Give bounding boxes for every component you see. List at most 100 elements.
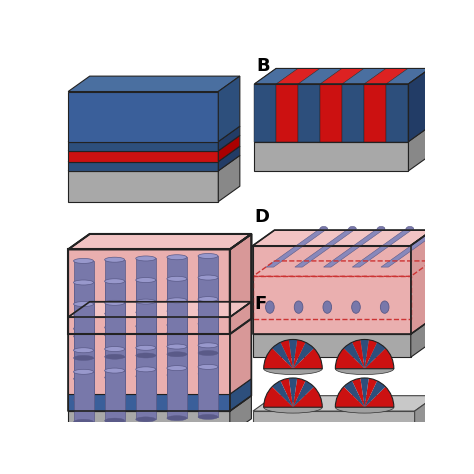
Ellipse shape [105,375,125,380]
Polygon shape [276,68,320,84]
Ellipse shape [294,301,303,313]
Polygon shape [198,346,218,395]
Ellipse shape [105,325,125,330]
Polygon shape [167,325,187,375]
Ellipse shape [352,301,360,313]
Polygon shape [386,84,409,142]
Ellipse shape [167,255,187,260]
Polygon shape [167,257,187,311]
Polygon shape [105,371,125,420]
Ellipse shape [167,276,187,281]
Polygon shape [352,228,414,267]
Ellipse shape [198,414,218,419]
Polygon shape [365,84,386,142]
Polygon shape [167,301,187,354]
Polygon shape [68,396,251,411]
Wedge shape [293,342,314,369]
Ellipse shape [73,348,93,353]
Ellipse shape [73,398,93,403]
Polygon shape [253,396,436,411]
Ellipse shape [136,277,156,283]
Polygon shape [219,76,240,142]
Ellipse shape [198,308,218,312]
Ellipse shape [198,365,218,369]
Wedge shape [264,348,293,369]
Polygon shape [136,280,156,334]
Wedge shape [335,348,365,369]
Wedge shape [365,387,394,407]
Ellipse shape [335,401,394,413]
Ellipse shape [73,280,93,285]
Polygon shape [411,230,432,334]
Polygon shape [255,142,409,171]
Ellipse shape [73,376,93,381]
Ellipse shape [136,395,156,401]
Ellipse shape [73,334,93,339]
Polygon shape [219,126,240,151]
Ellipse shape [198,371,218,376]
Polygon shape [68,249,230,334]
Polygon shape [68,142,219,151]
Polygon shape [73,350,93,401]
Polygon shape [68,319,251,334]
Ellipse shape [264,363,322,374]
Polygon shape [230,234,251,334]
Polygon shape [219,155,240,201]
Polygon shape [343,68,386,84]
Wedge shape [365,381,385,407]
Wedge shape [293,381,314,407]
Polygon shape [198,278,218,331]
Polygon shape [409,68,430,142]
Polygon shape [68,126,240,142]
Polygon shape [253,411,415,474]
Polygon shape [136,258,156,312]
Wedge shape [264,387,293,407]
Wedge shape [272,381,293,407]
Text: D: D [255,209,270,227]
Polygon shape [73,261,93,315]
Wedge shape [365,342,385,369]
Polygon shape [68,302,251,317]
Ellipse shape [198,343,218,348]
Polygon shape [68,146,240,162]
Polygon shape [68,317,230,394]
Polygon shape [68,91,219,142]
Ellipse shape [349,227,356,231]
Polygon shape [198,324,218,374]
Polygon shape [253,230,432,246]
Ellipse shape [198,297,218,301]
Polygon shape [68,76,240,91]
Ellipse shape [198,393,218,398]
Ellipse shape [406,227,414,231]
Ellipse shape [105,346,125,352]
Polygon shape [230,319,251,357]
Ellipse shape [73,419,93,424]
Ellipse shape [167,352,187,357]
Ellipse shape [105,279,125,284]
Wedge shape [365,340,377,369]
Text: F: F [255,295,267,313]
Ellipse shape [380,301,389,313]
Wedge shape [293,340,306,369]
Polygon shape [68,234,251,249]
Polygon shape [167,346,187,397]
Polygon shape [409,126,430,171]
Wedge shape [289,339,297,369]
Polygon shape [73,372,93,422]
Ellipse shape [73,326,93,331]
Polygon shape [73,328,93,379]
Polygon shape [324,228,385,267]
Polygon shape [343,84,365,142]
Ellipse shape [136,345,156,350]
Polygon shape [320,68,364,84]
Polygon shape [68,162,219,171]
Polygon shape [68,151,219,162]
Ellipse shape [198,275,218,280]
Polygon shape [386,68,430,84]
Polygon shape [136,348,156,398]
Polygon shape [253,319,432,334]
Ellipse shape [198,254,218,258]
Polygon shape [415,396,436,474]
Polygon shape [255,84,276,142]
Wedge shape [293,387,322,407]
